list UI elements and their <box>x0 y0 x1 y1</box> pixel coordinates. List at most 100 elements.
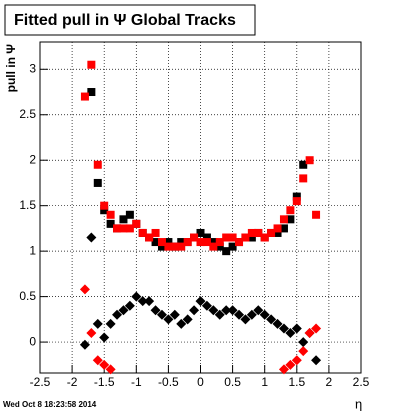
square-marker <box>299 174 308 183</box>
square-marker <box>286 206 295 215</box>
square-marker <box>87 88 96 97</box>
square-marker <box>190 233 199 242</box>
square-marker <box>247 228 256 237</box>
diamond-marker <box>99 332 110 343</box>
square-marker <box>292 192 301 201</box>
diamond-marker <box>234 309 245 320</box>
diamond-marker <box>298 346 309 357</box>
diamond-marker <box>227 305 238 316</box>
square-marker <box>215 242 224 251</box>
x-tick-label: -0.5 <box>158 375 179 389</box>
diamond-marker <box>105 364 116 375</box>
square-marker <box>196 228 205 237</box>
square-marker <box>164 238 173 247</box>
diamond-marker <box>246 309 257 320</box>
diamond-marker <box>285 327 296 338</box>
square-marker <box>228 233 237 242</box>
square-marker <box>209 242 218 251</box>
x-axis-label: η <box>355 396 362 411</box>
square-marker <box>113 224 122 233</box>
square-marker <box>247 233 256 242</box>
diamond-marker <box>189 305 200 316</box>
diamond-marker <box>266 314 277 325</box>
square-marker <box>273 224 282 233</box>
square-marker <box>183 238 192 247</box>
diamond-marker <box>201 300 212 311</box>
square-marker <box>305 156 314 165</box>
diamond-marker <box>311 355 322 366</box>
square-marker <box>267 228 276 237</box>
square-marker <box>292 197 301 206</box>
square-marker <box>100 206 109 215</box>
square-marker <box>125 210 134 219</box>
plot-frame <box>39 41 362 374</box>
diamond-marker <box>169 309 180 320</box>
square-marker <box>222 247 231 256</box>
x-tick-label: -2.5 <box>30 375 51 389</box>
diamond-marker <box>272 318 283 329</box>
y-tick-label: 2.5 <box>19 107 36 121</box>
diamond-marker <box>86 232 97 243</box>
square-marker <box>299 160 308 169</box>
square-marker <box>119 215 128 224</box>
y-tick-label: 2 <box>29 152 36 166</box>
square-marker <box>286 215 295 224</box>
y-tick-label: 0.5 <box>19 289 36 303</box>
diamond-marker <box>182 314 193 325</box>
diamond-marker <box>253 305 264 316</box>
square-marker <box>157 242 166 251</box>
square-marker <box>151 238 160 247</box>
square-marker <box>87 60 96 69</box>
square-marker <box>177 238 186 247</box>
diamond-marker <box>240 314 251 325</box>
diamond-marker <box>221 305 232 316</box>
chart-title: Fitted pull in Ψ Global Tracks <box>14 12 236 29</box>
y-tick-label: 0 <box>29 334 36 348</box>
x-tick-label: 1.5 <box>288 375 305 389</box>
diamond-marker <box>99 359 110 370</box>
diamond-marker <box>118 305 129 316</box>
x-tick-label: 2 <box>326 375 333 389</box>
square-marker <box>279 224 288 233</box>
square-marker <box>125 224 134 233</box>
square-marker <box>235 238 244 247</box>
diamond-marker <box>291 355 302 366</box>
diamond-marker <box>124 300 135 311</box>
square-marker <box>170 242 179 251</box>
footer: Wed Oct 8 18:23:58 2014 <box>3 400 97 409</box>
square-marker <box>260 233 269 242</box>
diamond-marker <box>195 296 206 307</box>
square-marker <box>106 210 115 219</box>
y-axis-label: pull in Ψ <box>4 44 18 93</box>
square-marker <box>228 242 237 251</box>
square-marker <box>157 238 166 247</box>
x-tick-label: -1 <box>131 375 142 389</box>
square-marker <box>93 160 102 169</box>
x-tick-label: 1 <box>261 375 268 389</box>
square-marker <box>106 219 115 228</box>
diamond-marker <box>285 359 296 370</box>
diamond-marker <box>144 296 155 307</box>
square-marker <box>279 215 288 224</box>
diamond-marker <box>92 355 103 366</box>
diamond-marker <box>298 337 309 348</box>
square-marker <box>196 238 205 247</box>
diamond-marker <box>291 323 302 334</box>
square-marker <box>241 233 250 242</box>
diamond-marker <box>208 305 219 316</box>
x-tick-label: 2.5 <box>353 375 370 389</box>
square-marker <box>254 228 263 237</box>
square-marker <box>119 224 128 233</box>
diamond-marker <box>112 309 123 320</box>
square-marker <box>80 92 89 101</box>
y-tick-label: 3 <box>29 61 36 75</box>
square-marker <box>151 228 160 237</box>
square-marker <box>164 242 173 251</box>
x-tick-label: 0.5 <box>224 375 241 389</box>
diamond-marker <box>311 323 322 334</box>
x-tick-label: 0 <box>197 375 204 389</box>
square-marker <box>273 228 282 237</box>
diamond-marker <box>137 296 148 307</box>
